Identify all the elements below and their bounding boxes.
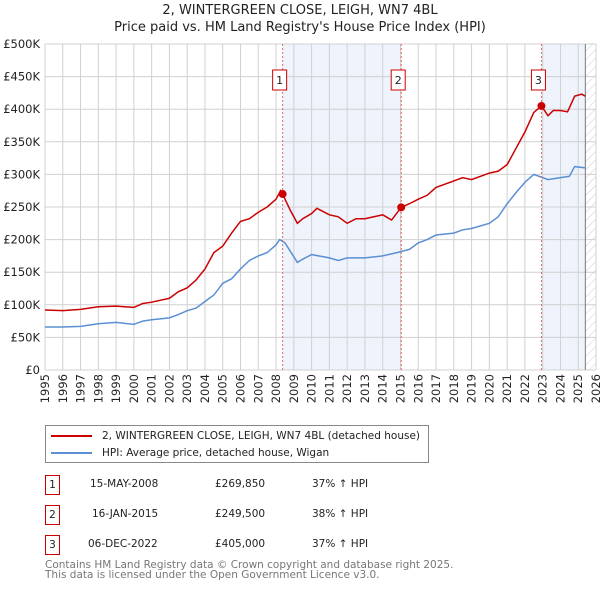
x-tick-label: 2019 bbox=[465, 374, 479, 403]
chart-title: 2, WINTERGREEN CLOSE, LEIGH, WN7 4BL bbox=[162, 3, 438, 18]
hpi-line bbox=[45, 165, 586, 328]
x-tick-label: 2004 bbox=[198, 374, 212, 403]
x-tick-label: 2006 bbox=[234, 374, 248, 403]
x-tick-label: 2001 bbox=[145, 374, 159, 403]
x-tick-label: 2014 bbox=[376, 374, 390, 403]
x-tick-label: 2005 bbox=[216, 374, 230, 403]
x-tick-label: 2026 bbox=[589, 374, 600, 403]
x-tick-label: 2024 bbox=[553, 374, 567, 403]
x-tick-label: 2015 bbox=[393, 374, 407, 403]
y-tick-label: £0 bbox=[25, 363, 40, 377]
table-row: 1 15-MAY-2008 £269,850 37% ↑ HPI bbox=[45, 475, 445, 495]
sale-price: £249,500 bbox=[215, 508, 266, 520]
chart-subtitle: Price paid vs. HM Land Registry's House … bbox=[114, 20, 486, 35]
x-tick-label: 2013 bbox=[358, 374, 372, 403]
legend-item-hpi: HPI: Average price, detached house, Wiga… bbox=[51, 447, 329, 459]
legend-swatch-red bbox=[51, 435, 92, 437]
x-tick-label: 2007 bbox=[251, 374, 265, 403]
x-tick-label: 2025 bbox=[571, 374, 585, 403]
table-row: 3 06-DEC-2022 £405,000 37% ↑ HPI bbox=[45, 535, 445, 555]
x-tick-label: 2002 bbox=[162, 374, 176, 403]
x-tick-label: 2016 bbox=[411, 374, 425, 403]
y-tick-label: £50K bbox=[11, 330, 41, 344]
x-tick-label: 2023 bbox=[536, 374, 550, 403]
x-tick-label: 2010 bbox=[305, 374, 319, 403]
x-tick-label: 1996 bbox=[56, 374, 70, 403]
x-tick-label: 2008 bbox=[269, 374, 283, 403]
x-tick-label: 1995 bbox=[38, 374, 52, 403]
table-row: 2 16-JAN-2015 £249,500 38% ↑ HPI bbox=[45, 505, 445, 525]
price-chart: 1995 1996 1997 1998 1999 2000 2001 2002 2003 2004… bbox=[3, 37, 600, 403]
y-tick-label: £450K bbox=[3, 70, 40, 84]
legend-swatch-blue bbox=[51, 452, 92, 454]
sale-price: £405,000 bbox=[215, 538, 266, 550]
sale-date: 06-DEC-2022 bbox=[88, 538, 158, 550]
sale-label: 3 bbox=[535, 74, 542, 87]
x-tick-label: 2000 bbox=[127, 374, 141, 403]
x-tick-label: 2017 bbox=[429, 374, 443, 403]
y-tick-label: £300K bbox=[3, 167, 40, 181]
y-tick-label: £350K bbox=[3, 135, 40, 149]
sale-number-badge: 2 bbox=[45, 505, 60, 525]
x-tick-label: 2003 bbox=[180, 374, 194, 403]
y-tick-label: £400K bbox=[3, 102, 40, 116]
x-tick-label: 2009 bbox=[287, 374, 301, 403]
x-tick-label: 2022 bbox=[518, 374, 532, 403]
x-tick-label: 2021 bbox=[500, 374, 514, 403]
sale-point bbox=[278, 190, 287, 199]
x-tick-label: 1999 bbox=[109, 374, 123, 403]
legend-label: HPI: Average price, detached house, Wiga… bbox=[102, 447, 330, 459]
sale-label-box bbox=[390, 69, 406, 91]
legend-label: 2, WINTERGREEN CLOSE, LEIGH, WN7 4BL (de… bbox=[102, 430, 421, 442]
y-tick-label: £500K bbox=[3, 37, 40, 51]
sale-number-badge: 1 bbox=[45, 475, 60, 495]
sale-point bbox=[537, 101, 546, 110]
x-tick-label: 1998 bbox=[91, 374, 105, 403]
x-tick-label: 2011 bbox=[322, 374, 336, 403]
y-tick-label: £250K bbox=[3, 200, 40, 214]
sale-label-box bbox=[272, 69, 288, 91]
footer-licence: This data is licensed under the Open Gov… bbox=[45, 569, 380, 581]
y-tick-label: £100K bbox=[3, 298, 40, 312]
sale-hpi: 37% ↑ HPI bbox=[312, 478, 369, 490]
legend: 2, WINTERGREEN CLOSE, LEIGH, WN7 4BL (de… bbox=[45, 425, 429, 463]
y-tick-label: £200K bbox=[3, 233, 40, 247]
sale-label: 2 bbox=[395, 74, 402, 87]
legend-item-property: 2, WINTERGREEN CLOSE, LEIGH, WN7 4BL (de… bbox=[51, 430, 420, 442]
sale-point bbox=[397, 203, 406, 212]
x-tick-label: 2012 bbox=[340, 374, 354, 403]
sale-label: 1 bbox=[276, 74, 283, 87]
sale-hpi: 38% ↑ HPI bbox=[312, 508, 369, 520]
sale-label-box bbox=[530, 69, 546, 91]
sale-price: £269,850 bbox=[215, 478, 266, 490]
sale-hpi: 37% ↑ HPI bbox=[312, 538, 369, 550]
x-tick-label: 2020 bbox=[482, 374, 496, 403]
x-tick-label: 1997 bbox=[74, 374, 88, 403]
sale-number-badge: 3 bbox=[45, 535, 60, 555]
footer-copyright: Contains HM Land Registry data © Crown c… bbox=[45, 559, 454, 571]
sale-date: 15-MAY-2008 bbox=[90, 478, 159, 490]
y-tick-label: £150K bbox=[3, 265, 40, 279]
property-price-line bbox=[44, 93, 586, 312]
x-tick-label: 2018 bbox=[447, 374, 461, 403]
sale-date: 16-JAN-2015 bbox=[92, 508, 159, 520]
footer: Contains HM Land Registry data © Crown c… bbox=[45, 559, 454, 581]
